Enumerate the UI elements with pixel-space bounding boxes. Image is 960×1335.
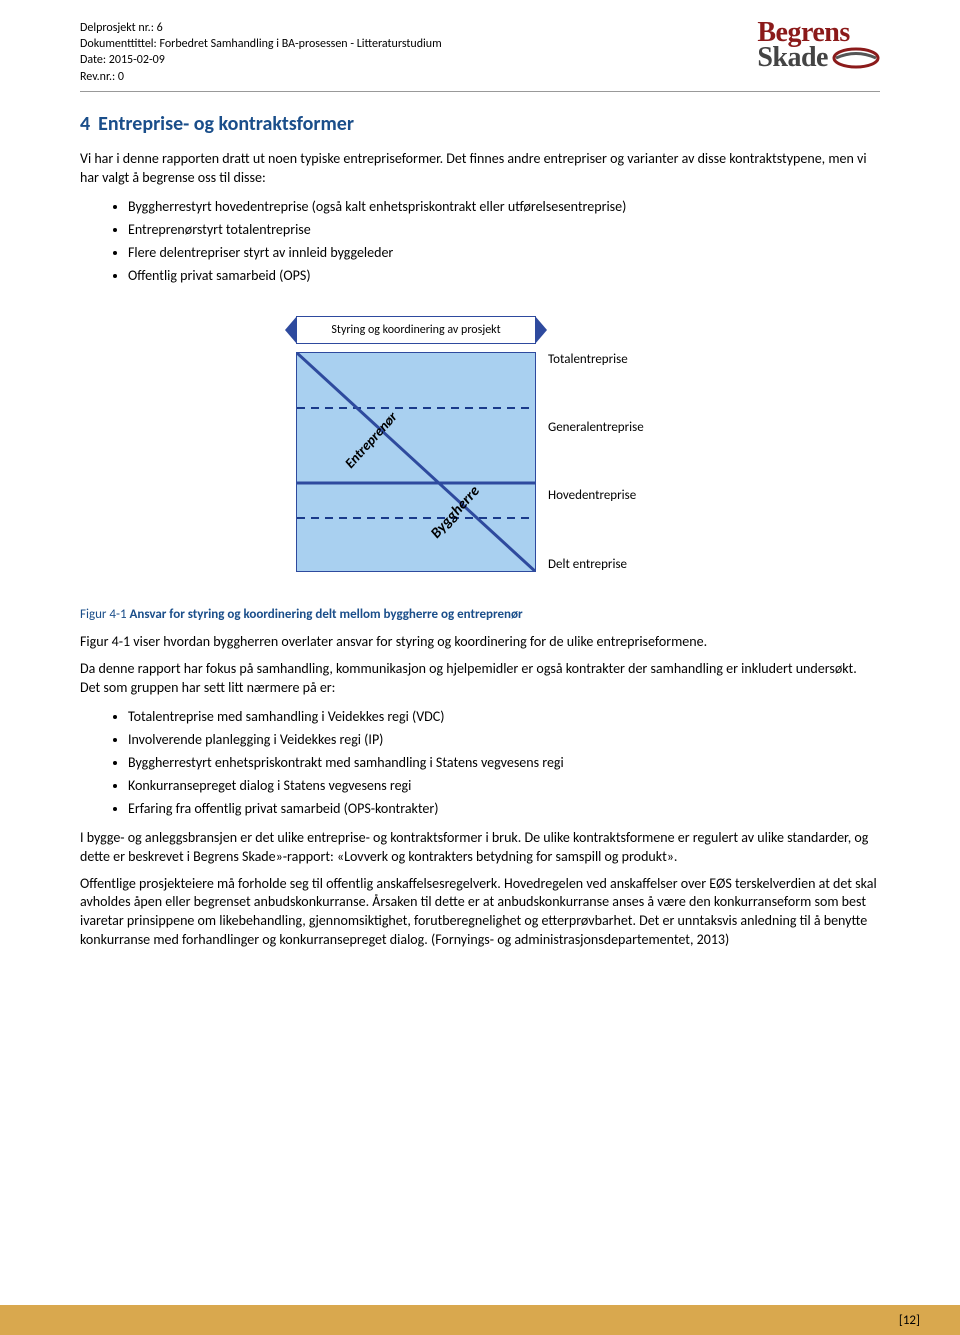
list-item: Totalentreprise med samhandling i Veidek… <box>128 706 880 727</box>
figure-banner: Styring og koordinering av prosjekt <box>296 316 536 344</box>
paragraph-standards: I bygge- og anleggsbransjen er det ulike… <box>80 829 880 867</box>
list-item: Byggherrestyrt hovedentreprise (også kal… <box>128 196 880 217</box>
figure-container: Styring og koordinering av prosjekt Entr… <box>80 308 880 588</box>
paragraph-focus: Da denne rapport har fokus på samhandlin… <box>80 660 880 698</box>
figure-side-labels: Totalentreprise Generalentreprise Hovede… <box>548 352 644 572</box>
list-item: Flere delentrepriser styrt av innleid by… <box>128 242 880 263</box>
page-header: Delprosjekt nr.: 6 Dokumenttittel: Forbe… <box>80 20 880 92</box>
section-number: 4 <box>80 112 90 136</box>
figure-caption-ref: Figur 4-1 <box>80 607 127 622</box>
meta-project-no: Delprosjekt nr.: 6 <box>80 20 442 36</box>
figure-side-label: Generalentreprise <box>548 420 644 435</box>
logo-text-bottom: Skade <box>757 45 828 70</box>
figure-banner-text: Styring og koordinering av prosjekt <box>331 323 500 337</box>
logo-swoosh-icon <box>832 47 880 69</box>
list-item: Entreprenørstyrt totalentreprise <box>128 219 880 240</box>
page-number: [12] <box>899 1313 920 1328</box>
meta-rev: Rev.nr.: 0 <box>80 69 442 85</box>
section-heading: 4 Entreprise- og kontraktsformer <box>80 112 880 136</box>
figure-caption: Figur 4-1 Ansvar for styring og koordine… <box>80 606 880 624</box>
meta-doc-title: Dokumenttittel: Forbedret Samhandling i … <box>80 36 442 52</box>
paragraph-public: Offentlige prosjekteiere må forholde seg… <box>80 875 880 951</box>
figure-side-label: Hovedentreprise <box>548 488 644 503</box>
list-item: Involverende planlegging i Veidekkes reg… <box>128 729 880 750</box>
figure-caption-text: Ansvar for styring og koordinering delt … <box>130 607 523 622</box>
paragraph-intro: Vi har i denne rapporten dratt ut noen t… <box>80 150 880 188</box>
logo: Begrens Skade <box>757 20 880 70</box>
list-item: Offentlig privat samarbeid (OPS) <box>128 265 880 286</box>
figure-side-label: Totalentreprise <box>548 352 644 367</box>
figure-4-1: Styring og koordinering av prosjekt Entr… <box>280 308 680 588</box>
list-item: Byggherrestyrt enhetspriskontrakt med sa… <box>128 752 880 773</box>
header-meta: Delprosjekt nr.: 6 Dokumenttittel: Forbe… <box>80 20 442 85</box>
section-title-text: Entreprise- og kontraktsformer <box>98 112 354 136</box>
list-item: Konkurransepreget dialog i Statens vegve… <box>128 775 880 796</box>
meta-date: Date: 2015-02-09 <box>80 52 442 68</box>
paragraph-fig-desc: Figur 4-1 viser hvordan byggherren overl… <box>80 633 880 652</box>
figure-side-label: Delt entreprise <box>548 557 644 572</box>
bullet-list-1: Byggherrestyrt hovedentreprise (også kal… <box>80 196 880 286</box>
list-item: Erfaring fra offentlig privat samarbeid … <box>128 798 880 819</box>
figure-chart-box: Entreprenør Byggherre <box>296 352 536 572</box>
bullet-list-2: Totalentreprise med samhandling i Veidek… <box>80 706 880 819</box>
page-footer: [12] <box>0 1305 960 1335</box>
